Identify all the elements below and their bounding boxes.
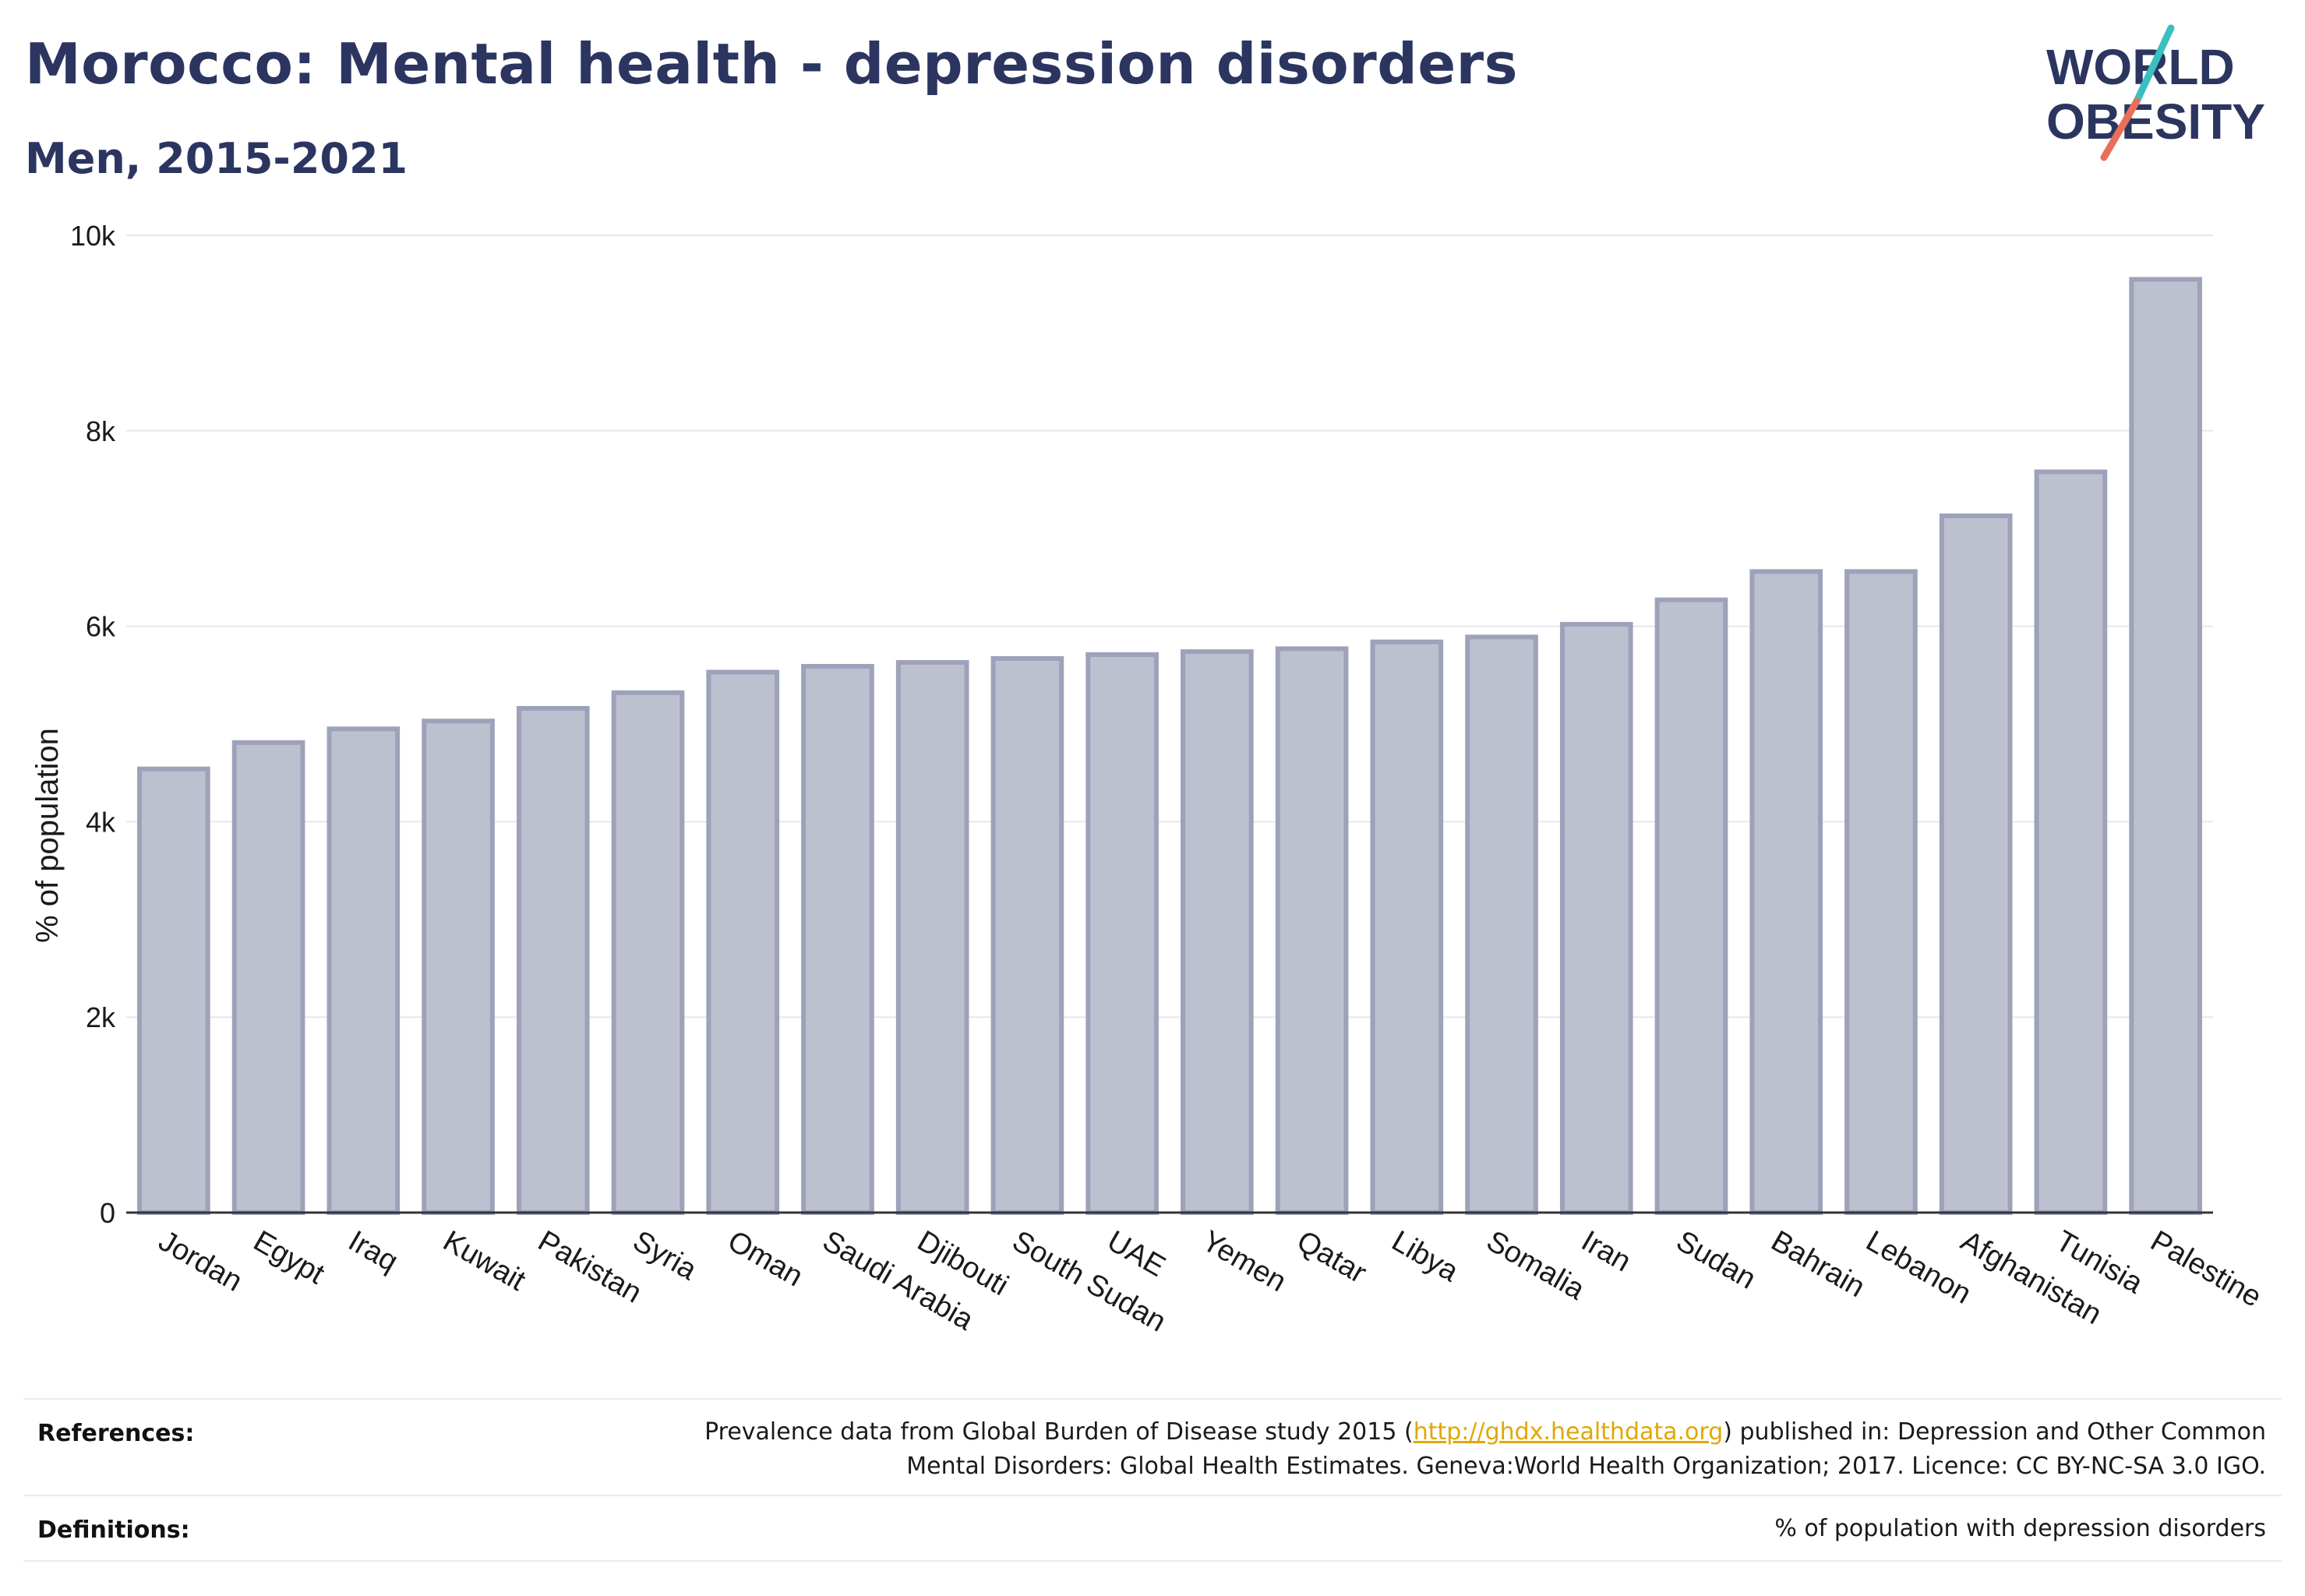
- y-axis-label: % of population: [30, 728, 65, 943]
- bar: [422, 719, 495, 1215]
- x-tick-label: Lebanon: [1860, 1224, 1976, 1310]
- bar: [706, 669, 780, 1215]
- logo-text-obesity: OBESITY: [2046, 94, 2265, 150]
- footer-divider-bottom: [23, 1560, 2282, 1562]
- y-tick-label: 8k: [86, 415, 116, 447]
- x-tick-label: Libya: [1386, 1224, 1464, 1288]
- x-tick-label: UAE: [1102, 1224, 1171, 1283]
- y-axis-ticks: 0 2k 4k 6k 8k 10k: [70, 220, 116, 1229]
- references-text-before: Prevalence data from Global Burden of Di…: [704, 1418, 1414, 1446]
- x-tick-label: Pakistan: [532, 1224, 647, 1309]
- bar: [990, 655, 1064, 1215]
- logo-slash-top: [2133, 24, 2175, 105]
- bar: [1181, 649, 1254, 1215]
- y-tick-label: 10k: [70, 220, 116, 252]
- y-tick-label: 4k: [86, 806, 116, 838]
- page-subtitle: Men, 2015-2021: [25, 134, 408, 183]
- bars: [137, 277, 2202, 1215]
- bar: [611, 690, 685, 1215]
- page-title: Morocco: Mental health - depression diso…: [25, 31, 1519, 97]
- bar: [1844, 569, 1918, 1215]
- bar: [327, 726, 401, 1215]
- bar: [2034, 469, 2108, 1215]
- bar: [1465, 634, 1538, 1215]
- references-label: References:: [37, 1420, 195, 1447]
- bar: [1275, 646, 1349, 1215]
- definitions-label: Definitions:: [37, 1517, 190, 1544]
- x-tick-label: Palestine: [2145, 1224, 2267, 1314]
- x-tick-label: Egypt: [248, 1224, 330, 1291]
- bar: [1749, 569, 1823, 1215]
- bar: [231, 740, 305, 1215]
- bar: [1559, 622, 1633, 1215]
- x-tick-label: Iran: [1576, 1224, 1636, 1278]
- x-tick-label: Oman: [722, 1224, 809, 1293]
- bar-chart: 0 2k 4k 6k 8k 10k Jordan Egypt Iraq Kuwait Pakist…: [30, 220, 2267, 1339]
- x-tick-label: Bahrain: [1766, 1224, 1870, 1304]
- bar: [1370, 639, 1444, 1215]
- definitions-text: % of population with depression disorder…: [1774, 1515, 2266, 1542]
- x-tick-label: Yemen: [1196, 1224, 1291, 1298]
- references-text-line2: Mental Disorders: Global Health Estimate…: [906, 1453, 2266, 1480]
- bar: [1654, 597, 1728, 1215]
- x-tick-label: Iraq: [343, 1224, 404, 1278]
- x-tick-label: Qatar: [1291, 1224, 1372, 1290]
- logo-slash-bottom: [2100, 97, 2141, 161]
- y-tick-label: 0: [100, 1197, 115, 1229]
- bar: [516, 705, 590, 1215]
- x-tick-label: Kuwait: [438, 1224, 531, 1298]
- y-tick-label: 2k: [86, 1001, 116, 1033]
- y-tick-label: 6k: [86, 611, 116, 643]
- world-obesity-logo: WORLD OBESITY: [2046, 24, 2265, 161]
- bar: [137, 766, 210, 1215]
- x-tick-label: Jordan: [153, 1224, 248, 1298]
- references-text-after: ) published in: Depression and Other Com…: [1723, 1418, 2266, 1446]
- bar: [2129, 277, 2202, 1215]
- bar: [895, 659, 969, 1215]
- bar: [1085, 651, 1159, 1215]
- bar: [801, 664, 874, 1215]
- x-tick-label: Somalia: [1481, 1224, 1591, 1306]
- bar: [1939, 513, 2013, 1215]
- footer-divider-top: [23, 1398, 2282, 1400]
- references-link[interactable]: http://ghdx.healthdata.org: [1413, 1418, 1724, 1446]
- references-text: Prevalence data from Global Burden of Di…: [474, 1415, 2266, 1484]
- x-tick-label: Sudan: [1671, 1224, 1761, 1295]
- footer-divider-middle: [23, 1495, 2282, 1496]
